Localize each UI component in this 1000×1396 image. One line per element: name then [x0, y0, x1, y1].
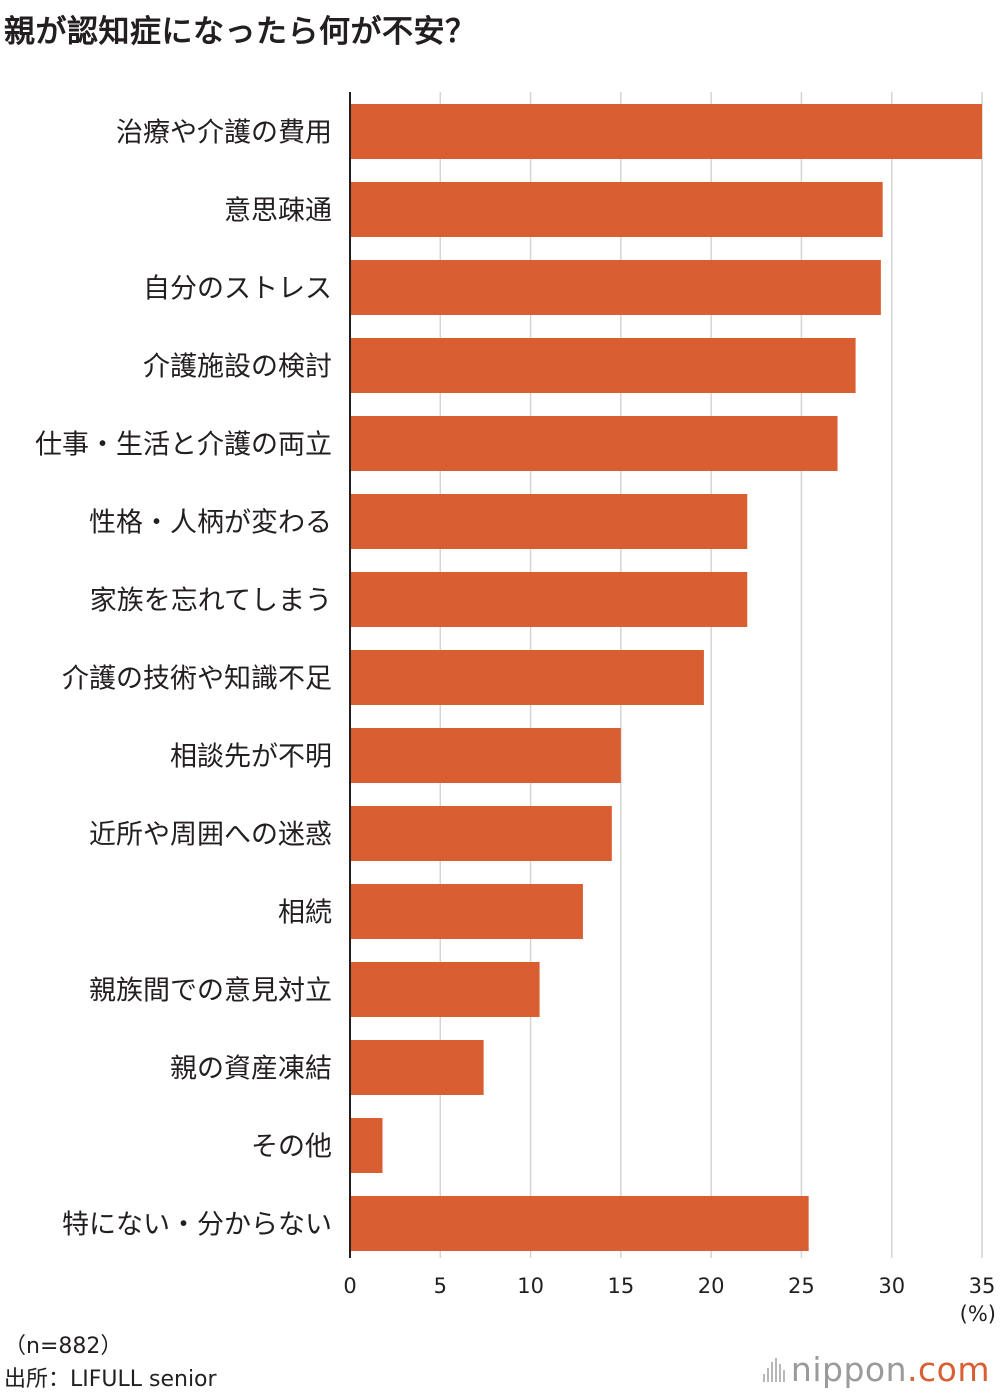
- bars: [350, 104, 982, 1251]
- category-label: その他: [251, 1132, 332, 1163]
- bar: [350, 884, 583, 939]
- bar: [350, 1040, 484, 1095]
- chart-title: 親が認知症になったら何が不安？: [4, 14, 477, 50]
- category-label: 自分のストレス: [143, 274, 332, 305]
- x-tick-label: 30: [878, 1274, 905, 1298]
- category-label: 介護の技術や知識不足: [62, 664, 332, 695]
- category-label: 家族を忘れてしまう: [90, 586, 332, 617]
- x-tick-label: 35: [969, 1274, 996, 1298]
- bar: [350, 494, 748, 549]
- bar: [350, 572, 748, 627]
- x-axis-ticks: 0 5 10 15 20 25 30 35: [343, 1274, 995, 1298]
- bar: [350, 104, 982, 159]
- bar: [350, 260, 881, 315]
- x-tick-label: 15: [607, 1274, 634, 1298]
- category-label: 親の資産凍結: [170, 1054, 332, 1085]
- bar: [350, 728, 621, 783]
- category-label: 意思疎通: [224, 196, 332, 227]
- category-label: 相談先が不明: [170, 742, 332, 773]
- category-label: 治療や介護の費用: [116, 118, 332, 149]
- x-tick-label: 0: [343, 1274, 356, 1298]
- category-label: 性格・人柄が変わる: [89, 508, 332, 539]
- logo-suffix: .com: [907, 1350, 990, 1389]
- x-tick-label: 10: [517, 1274, 544, 1298]
- logo-bars-icon: [762, 1357, 785, 1382]
- bar: [350, 806, 612, 861]
- category-label: 仕事・生活と介護の両立: [35, 430, 332, 461]
- bar: [350, 962, 540, 1017]
- sample-size-note: （n=882）: [4, 1334, 123, 1359]
- category-label: 近所や周囲への迷惑: [89, 820, 332, 851]
- category-label: 特にない・分からない: [62, 1210, 332, 1241]
- logo-brand: nippon: [790, 1350, 908, 1389]
- category-label: 親族間での意見対立: [89, 976, 332, 1007]
- bar: [350, 338, 856, 393]
- category-label: 介護施設の検討: [143, 352, 332, 383]
- source-note: 出所：LIFULL senior: [4, 1367, 217, 1392]
- category-labels: 治療や介護の費用意思疎通自分のストレス介護施設の検討仕事・生活と介護の両立性格・…: [35, 118, 332, 1241]
- x-axis-unit: (%): [959, 1302, 996, 1326]
- bar: [350, 650, 704, 705]
- bar: [350, 416, 838, 471]
- x-tick-label: 5: [434, 1274, 447, 1298]
- bar: [350, 182, 883, 237]
- x-tick-label: 20: [698, 1274, 725, 1298]
- category-label: 相続: [278, 898, 332, 929]
- nippon-logo: nippon.com: [762, 1350, 990, 1389]
- x-tick-label: 25: [788, 1274, 815, 1298]
- bar: [350, 1118, 383, 1173]
- bar: [350, 1196, 809, 1251]
